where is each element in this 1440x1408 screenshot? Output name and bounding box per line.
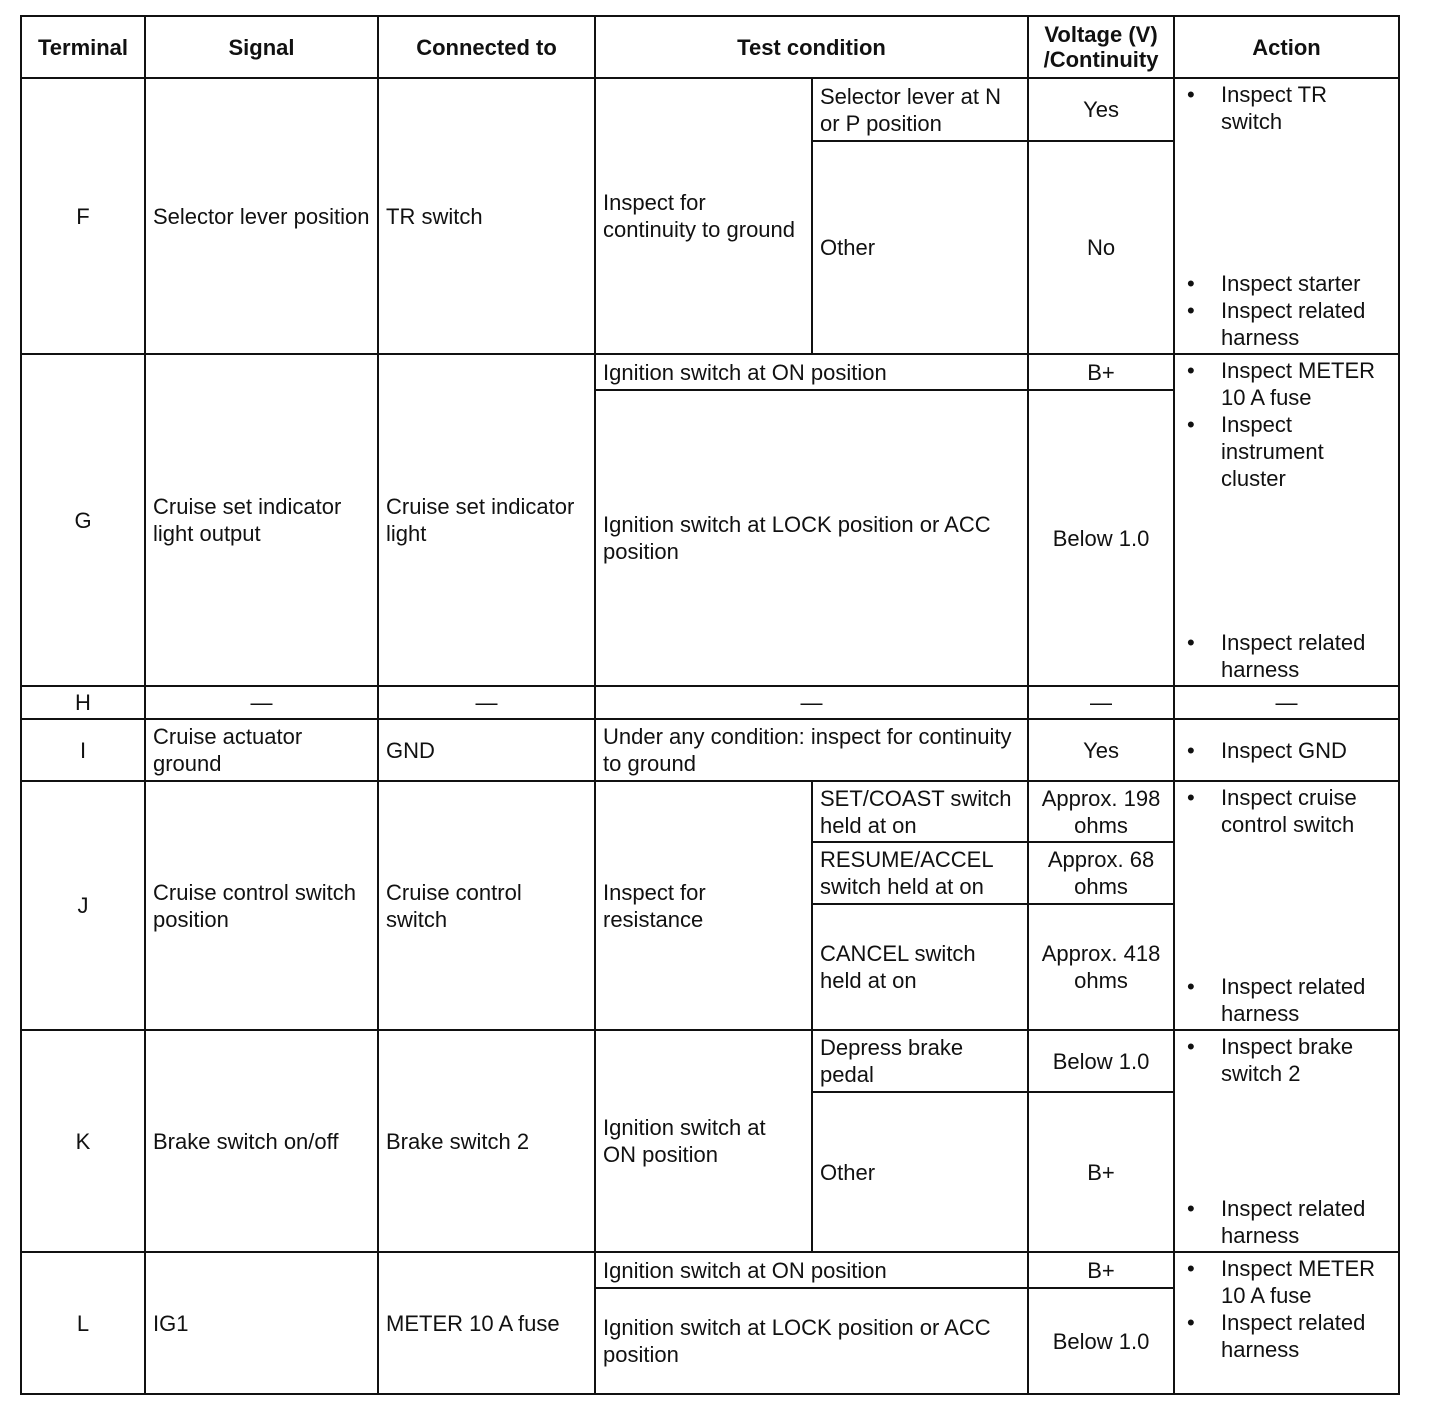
condition-cell: CANCEL switch held at on [810,903,1030,1031]
action-item: Inspect GND [1183,737,1392,764]
terminal-cell: K [20,1029,146,1253]
connected-cell: Brake switch 2 [377,1029,596,1253]
signal-cell: Selector lever position [144,77,379,355]
value-cell: Approx. 68 ohms [1027,841,1176,905]
action-cell: — [1173,685,1401,720]
table-row: G Cruise set indicator light output Crui… [20,353,1401,687]
condition-cell: Ignition switch at ON position [593,353,1030,391]
condition-cell: Ignition switch at LOCK position or ACC … [593,1287,1030,1395]
terminal-cell: L [20,1251,146,1395]
condition-cell: Ignition switch at LOCK position or ACC … [593,389,1030,687]
condition-cell: Other [810,1091,1030,1253]
table-row: Ignition switch at LOCK position or ACC … [21,389,1399,687]
test-cell: Under any condition: inspect for continu… [593,718,1030,782]
signal-cell: Cruise set indicator light output [144,353,379,687]
test-cell: Inspect for resistance [594,780,813,1031]
header-connected-to: Connected to [377,15,596,79]
connected-cell: GND [377,718,596,782]
action-cell: Inspect GND [1173,718,1401,782]
condition-cell: Selector lever at N or P position [810,77,1030,142]
value-cell: Approx. 198 ohms [1027,780,1176,843]
connected-cell: TR switch [377,77,596,355]
value-cell: Yes [1027,77,1176,142]
header-row: Terminal Signal Connected to Test condit… [20,15,1401,79]
action-item: Inspect starter [1183,270,1392,297]
table-row: Ignition switch at LOCK position or ACC … [21,1287,1399,1395]
terminal-cell: I [20,718,146,782]
terminal-cell: H [20,685,146,720]
connected-cell: METER 10 A fuse [377,1251,596,1395]
table-row: H — — — — — [20,685,1401,720]
action-item: Inspect brake switch 2 [1183,1033,1392,1087]
test-cell: — [593,685,1030,720]
condition-cell: Ignition switch at ON position [593,1251,1030,1289]
condition-cell: Depress brake pedal [810,1029,1030,1093]
signal-cell: Brake switch on/off [144,1029,379,1253]
table-row: I Cruise actuator ground GND Under any c… [20,718,1401,782]
value-cell: Approx. 418 ohms [1027,903,1176,1031]
action-item: Inspect related harness [1183,629,1392,683]
test-cell: Ignition switch at ON position [594,1029,813,1253]
condition-cell: SET/COAST switch held at on [810,780,1030,843]
value-cell: No [1027,140,1176,355]
action-item: Inspect instrument cluster [1183,411,1392,492]
terminal-cell: G [20,353,146,687]
action-item: Inspect related harness [1183,1195,1392,1249]
signal-cell: — [144,685,379,720]
value-cell: Below 1.0 [1027,1287,1176,1395]
value-cell: Yes [1027,718,1176,782]
table-row: CANCEL switch held at on Approx. 418 ohm… [21,903,1399,1031]
value-cell: — [1027,685,1176,720]
action-item: Inspect TR switch [1183,81,1392,135]
signal-cell: Cruise actuator ground [144,718,379,782]
action-item: Inspect METER 10 A fuse [1183,357,1392,411]
signal-cell: Cruise control switch position [144,780,379,1031]
table-row: F Selector lever position TR switch Insp… [20,77,1401,355]
condition-cell: RESUME/ACCEL switch held at on [810,841,1030,905]
terminal-cell: J [20,780,146,1031]
connected-cell: Cruise control switch [377,780,596,1031]
action-item: Inspect related harness [1183,1309,1392,1363]
action-cell: Inspect METER 10 A fuseInspect related h… [1173,1251,1401,1395]
header-action: Action [1173,15,1401,79]
table-row: Other B+ [21,1091,1399,1253]
value-cell: B+ [1027,1251,1176,1289]
value-cell: Below 1.0 [1027,389,1176,687]
terminal-inspection-table: Terminal Signal Connected to Test condit… [20,15,1401,1395]
action-cell: Inspect brake switch 2 Inspect related h… [1173,1029,1401,1253]
terminal-cell: F [20,77,146,355]
action-cell: Inspect cruise control switch Inspect re… [1173,780,1401,1031]
header-voltage: Voltage (V) /Continuity [1027,15,1176,79]
action-item: Inspect related harness [1183,297,1392,351]
header-test-condition: Test condition [593,15,1030,79]
table-row: K Brake switch on/off Brake switch 2 Ign… [20,1029,1401,1253]
condition-cell: Other [810,140,1030,355]
action-item: Inspect cruise control switch [1183,784,1392,838]
action-cell: Inspect TR switch Inspect starterInspect… [1173,77,1401,355]
signal-cell: IG1 [144,1251,379,1395]
value-cell: Below 1.0 [1027,1029,1176,1093]
table-row: RESUME/ACCEL switch held at on Approx. 6… [21,841,1399,905]
header-signal: Signal [144,15,379,79]
value-cell: B+ [1027,353,1176,391]
action-item: Inspect METER 10 A fuse [1183,1255,1392,1309]
table-row: J Cruise control switch position Cruise … [20,780,1401,1031]
header-terminal: Terminal [20,15,146,79]
action-item: Inspect related harness [1183,973,1392,1027]
table-row: L IG1 METER 10 A fuse Ignition switch at… [20,1251,1401,1395]
action-cell: Inspect METER 10 A fuseInspect instrumen… [1173,353,1401,687]
connected-cell: Cruise set indicator light [377,353,596,687]
value-cell: B+ [1027,1091,1176,1253]
table-row: Other No [21,140,1399,355]
test-cell: Inspect for continuity to ground [594,77,813,355]
connected-cell: — [377,685,596,720]
